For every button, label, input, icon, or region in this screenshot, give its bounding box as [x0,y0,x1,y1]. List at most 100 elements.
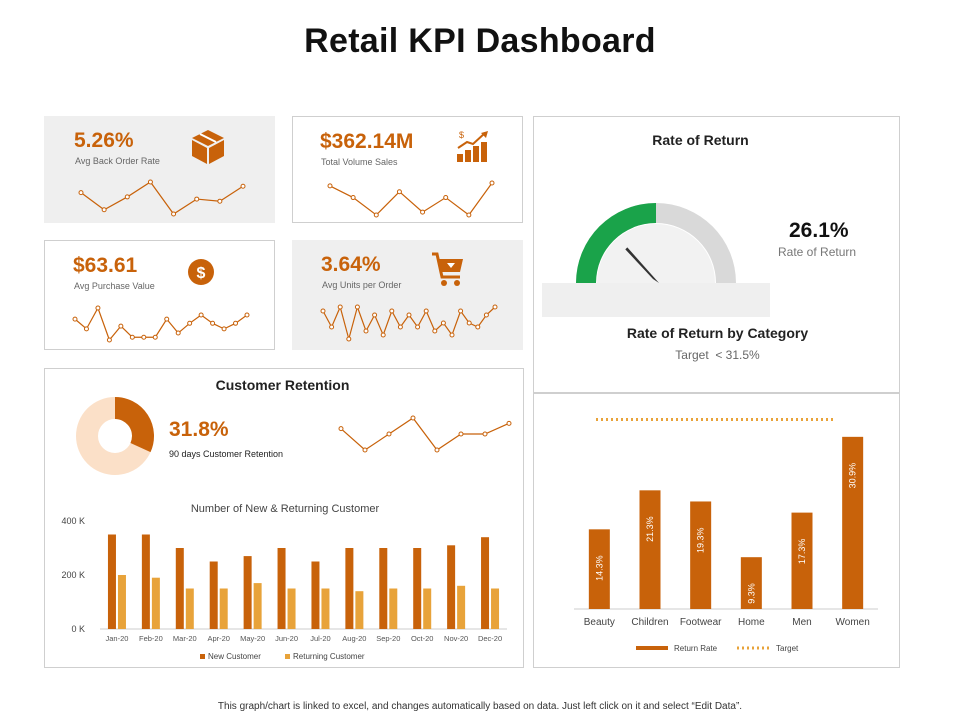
sparkline-point [72,316,78,322]
bar-returning-customer [423,588,432,629]
sparkline-point [152,334,158,340]
sparkline-point [458,431,464,437]
footer-note: This graph/chart is linked to excel, and… [217,701,743,712]
sparkline-point [350,195,356,201]
bar-return-rate [740,557,762,609]
category-chart-panel: 14.3% Beauty 21.3% Children 19.3% Footwear 9.3… [533,393,900,668]
sparkline-point [415,324,421,330]
bar-returning-customer [253,583,262,629]
sparkline-point [101,207,107,213]
x-tick-label: Apr-20 [207,634,230,643]
sparkline-point [329,324,335,330]
sparkline-point [443,195,449,201]
sparkline-point [210,320,216,326]
sparkline-point [362,447,368,453]
page-title: Retail KPI Dashboard [304,22,656,60]
bar-new-customer [311,561,320,629]
rate-of-return-value: 26.1% [789,219,849,242]
sparkline-point [489,180,495,186]
retention-title: Customer Retention [215,377,350,393]
x-tick-label: Women [836,617,870,628]
kpi-value: $362.14M [320,130,414,153]
sparkline-point [95,305,101,311]
sparkline-point [129,334,135,340]
sparkline-point [78,190,84,196]
x-tick-label: Men [792,617,811,628]
sparkline-point [406,312,412,318]
sparkline-point [320,308,326,314]
sparkline-point [432,328,438,334]
kpi-card-volume-sales[interactable]: $362.14M Total Volume Sales $ [292,116,523,223]
bar-value-label: 30.9% [848,463,858,489]
sparkline-point [420,209,426,215]
rate-of-return-panel: Rate of Return 26.1% Rate of Return Rate… [533,116,900,393]
category-bar-chart: 14.3% Beauty 21.3% Children 19.3% Footwear 9.3… [574,418,878,653]
legend-label: Return Rate [674,644,718,653]
x-tick-label: Footwear [680,617,722,628]
x-tick-label: Jun-20 [275,634,298,643]
bar-returning-customer [355,591,364,629]
bar-return-rate [588,529,610,609]
sparkline-point [363,328,369,334]
customer-retention-panel: Customer Retention 31.8% 90 days Custome… [44,368,524,668]
sparkline-point [373,212,379,218]
kpi-sparkline [72,305,250,343]
sparkline-point [83,326,89,332]
legend-swatch [636,646,668,650]
legend-swatch [200,654,205,659]
kpi-sparkline [327,180,495,218]
sparkline-point [483,312,489,318]
x-tick-label: Nov-20 [444,634,468,643]
bar-return-rate [690,501,712,609]
x-tick-label: Mar-20 [173,634,197,643]
sparkline-point [327,183,333,189]
rate-of-return-title: Rate of Return [652,132,749,148]
sparkline-point [449,332,455,338]
sparkline-point [338,426,344,432]
bar-returning-customer [321,588,330,629]
sparkline-point [397,324,403,330]
bar-new-customer [345,548,354,629]
legend-label: New Customer [208,652,261,661]
sparkline-point [458,308,464,314]
sparkline-point [423,308,429,314]
bar-returning-customer [491,588,500,629]
bar-return-rate [639,490,661,609]
sparkline-point [194,196,200,202]
kpi-card-purchase-value[interactable]: $63.61 Avg Purchase Value $ [44,240,275,350]
bar-returning-customer [457,585,466,629]
y-tick-label: 200 K [61,570,85,580]
sparkline-point [244,312,250,318]
x-tick-label: Sep-20 [376,634,400,643]
kpi-value: $63.61 [73,254,138,277]
sparkline-point [410,415,416,421]
sparkline-point [380,332,386,338]
sparkline-point [346,336,352,342]
growth-bars-icon: $ [457,130,488,162]
sparkline-point [506,420,512,426]
kpi-card-back-order[interactable]: 5.26% Avg Back Order Rate [44,116,275,223]
x-tick-label: May-20 [240,634,265,643]
retention-value: 31.8% [169,418,229,441]
kpi-label: Avg Back Order Rate [75,156,160,166]
legend-swatch [285,654,290,659]
sparkline-point [372,312,378,318]
x-tick-label: Jan-20 [105,634,128,643]
bar-returning-customer [151,577,160,629]
box-icon [192,130,224,164]
kpi-value: 3.64% [321,253,381,276]
sparkline-point [475,324,481,330]
kpi-label: Avg Units per Order [322,280,402,290]
bar-new-customer [243,556,252,629]
x-tick-label: Feb-20 [139,634,163,643]
bar-new-customer [107,534,116,629]
x-tick-label: Aug-20 [342,634,366,643]
y-tick-label: 0 K [71,624,85,634]
x-tick-label: Children [631,617,668,628]
sparkline-point [233,320,239,326]
kpi-card-units-per-order[interactable]: 3.64% Avg Units per Order [292,240,523,350]
retention-donut [76,397,154,475]
x-tick-label: Jul-20 [310,634,330,643]
sparkline-point [492,304,498,310]
bar-returning-customer [287,588,296,629]
